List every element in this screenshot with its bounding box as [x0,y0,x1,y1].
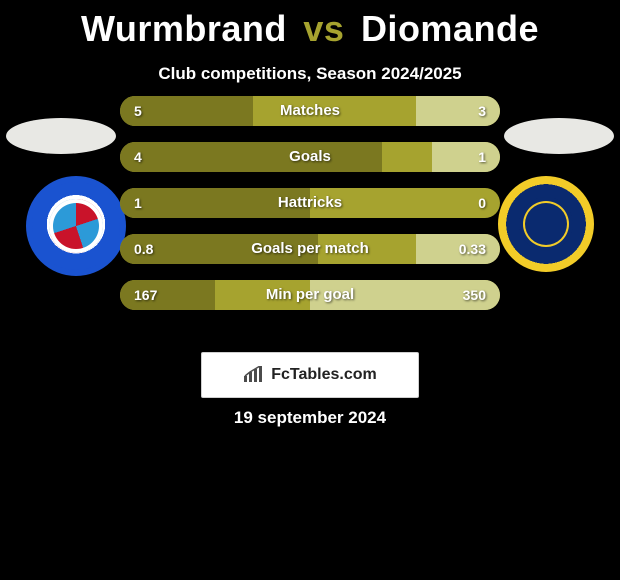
stat-row: 5 Matches 3 [120,96,500,126]
date-text: 19 september 2024 [0,408,620,428]
stat-bar-track [120,96,500,126]
stat-bar-left [120,96,253,126]
subtitle: Club competitions, Season 2024/2025 [0,64,620,84]
player2-photo-placeholder [504,118,614,154]
stat-row: 4 Goals 1 [120,142,500,172]
bar-chart-icon [243,366,265,384]
stat-bar-right [310,280,500,310]
brand-text: FcTables.com [271,366,377,384]
stat-bar-track [120,188,500,218]
page-title: Wurmbrand vs Diomande [0,0,620,50]
brand-box[interactable]: FcTables.com [201,352,419,398]
player1-photo-placeholder [6,118,116,154]
stat-bar-track [120,142,500,172]
stat-row: 0.8 Goals per match 0.33 [120,234,500,264]
club2-badge-icon [533,210,559,236]
stat-bar-left [120,280,215,310]
stat-bar-right [416,96,500,126]
stat-bar-right [432,142,500,172]
stat-row: 167 Min per goal 350 [120,280,500,310]
stat-bar-track [120,234,500,264]
stat-bar-track [120,280,500,310]
club2-badge [498,176,594,272]
player2-name: Diomande [361,8,539,49]
stat-bar-left [120,188,310,218]
stat-bar-right [416,234,500,264]
stat-bar-left [120,234,318,264]
stat-row: 1 Hattricks 0 [120,188,500,218]
club1-badge [26,176,126,276]
stat-bar-left [120,142,382,172]
stats-panel: 5 Matches 3 4 Goals 1 1 Hattricks 0 [120,96,500,326]
player1-name: Wurmbrand [81,8,287,49]
comparison-infographic: { "title": { "name1": "Wurmbrand", "vs":… [0,0,620,580]
vs-text: vs [303,8,344,49]
